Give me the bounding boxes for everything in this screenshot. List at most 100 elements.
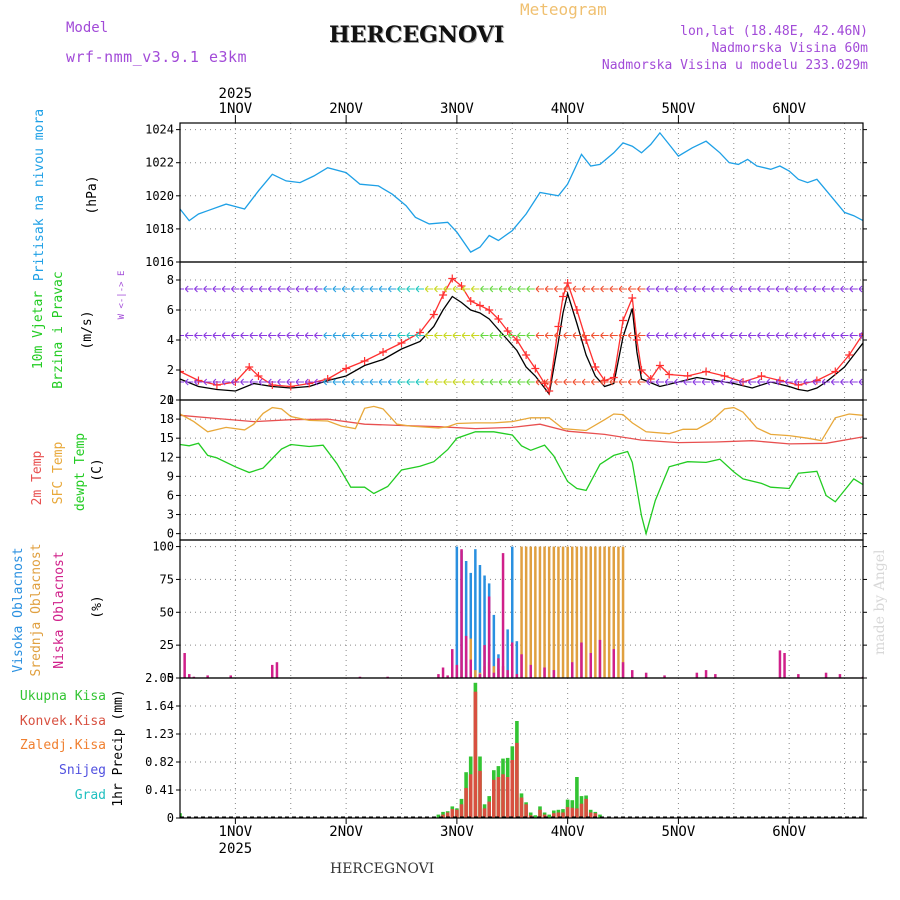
wind-arrow (674, 285, 683, 293)
wind-arrow (710, 378, 720, 386)
gust-marker (702, 367, 711, 376)
wind-arrow (387, 378, 397, 386)
wind-arrow (590, 332, 600, 339)
bar (565, 807, 570, 818)
bottom-day-label: 6NOV (772, 824, 806, 840)
gust-marker (831, 367, 840, 376)
wind-arrow (627, 332, 637, 339)
wind-arrow (387, 285, 397, 293)
gust-marker (757, 372, 766, 380)
gust-marker (609, 373, 618, 382)
precip-legend-item: Zaledj.Kisa (20, 738, 106, 753)
series-line-2m-temp (180, 414, 863, 445)
y-tick-label: 75 (160, 572, 174, 586)
bar (483, 575, 486, 678)
bar (492, 779, 496, 818)
y-tick-label: 1018 (145, 222, 174, 236)
wind-panel: 0 2 4 6 8 (167, 261, 867, 407)
precipitation-data (180, 682, 602, 818)
wind-arrow (701, 378, 711, 386)
wind-arrow (757, 332, 766, 339)
y-tick-label: 6 (167, 488, 174, 502)
bar (783, 653, 786, 678)
wind-arrow (212, 332, 221, 339)
wind-arrow (821, 332, 831, 339)
bar (455, 664, 459, 678)
gust-marker (360, 357, 369, 365)
wind-arrow (286, 378, 295, 386)
wind-arrow (701, 285, 711, 293)
wind-arrow (184, 378, 194, 386)
wind-arrow (341, 378, 351, 386)
y-tick-label: 0 (167, 393, 174, 407)
bar (450, 809, 455, 818)
wind-arrow (747, 378, 757, 386)
pressure-unit: (hPa) (85, 175, 100, 214)
wind-arrow (461, 332, 471, 339)
wind-arrow (821, 285, 831, 293)
pressure-title: Pritisak na nivou mora (32, 109, 47, 281)
gust-marker (545, 387, 554, 395)
bar (497, 658, 500, 678)
wind-arrow (646, 378, 655, 386)
wind-arrow (720, 332, 729, 339)
wind-arrow (757, 285, 766, 293)
wind-arrow (618, 332, 628, 339)
wind-arrow (849, 378, 858, 386)
wind-arrow (378, 332, 388, 339)
wind-arrow (738, 285, 748, 293)
bar (584, 798, 588, 818)
wind-arrow (830, 378, 840, 386)
series-line-wind-speed (180, 291, 863, 396)
bar (607, 546, 611, 678)
wind-arrow (674, 378, 683, 386)
wind-arrow (406, 285, 415, 293)
gust-marker (637, 366, 646, 374)
wind-arrow (803, 332, 812, 339)
wind-arrow (830, 285, 840, 293)
bar (589, 653, 592, 678)
wind-arrow (304, 332, 314, 339)
top-day-label: 4NOV (551, 101, 585, 117)
wind-arrow (258, 378, 268, 386)
wind-arrow (434, 378, 443, 386)
temperature-panel: 0 3 6 9 12 15 18 21 (160, 393, 867, 541)
bar (505, 777, 510, 818)
wind-arrow (840, 285, 849, 293)
wind-arrow (341, 332, 351, 339)
precip-legend-item: Grad (75, 788, 106, 803)
y-tick-label: 0 (167, 671, 174, 685)
pressure-panel: 1016 1018 1020 1022 1024 (145, 122, 867, 269)
wind-arrow (249, 332, 258, 339)
y-tick-label: 1.23 (145, 727, 174, 741)
wind-arrow (480, 285, 489, 293)
gust-marker (457, 282, 466, 290)
wind-arrow (230, 378, 240, 386)
wind-arrow (203, 378, 212, 386)
pressure-data (180, 131, 863, 253)
bar (206, 675, 209, 678)
wind-arrow (600, 332, 609, 339)
bar (464, 561, 468, 678)
wind-arrow (452, 285, 461, 293)
bar (594, 546, 597, 678)
bar (704, 670, 708, 678)
wind-arrow (277, 378, 286, 386)
bar (542, 814, 547, 818)
wind-arrow (424, 285, 434, 293)
bar (464, 635, 468, 678)
gust-marker (512, 336, 521, 344)
wind-arrow (203, 332, 212, 339)
wind-arrow (507, 285, 517, 293)
wind-arrow (655, 378, 664, 386)
wind-arrow (600, 378, 609, 386)
wind-arrow (554, 332, 563, 339)
wind-arrow (729, 332, 738, 339)
wind-arrow (443, 285, 452, 293)
wind-arrow (452, 332, 461, 339)
y-tick-label: 0.82 (145, 755, 174, 769)
y-tick-label: 15 (160, 431, 174, 445)
wind-arrow (664, 332, 674, 339)
bar (571, 662, 574, 678)
bar (580, 642, 583, 678)
